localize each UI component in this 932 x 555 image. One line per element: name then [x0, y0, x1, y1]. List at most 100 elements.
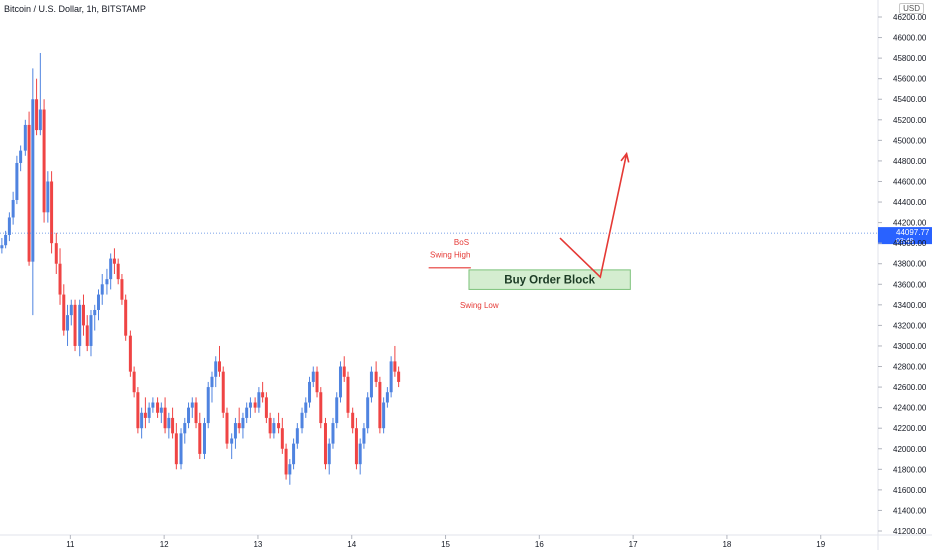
candle-body: [23, 124, 27, 151]
candle-body: [11, 199, 15, 218]
candle-body: [397, 371, 401, 382]
y-tick-label: 45400.00: [893, 95, 927, 104]
candle-body: [46, 181, 50, 213]
candle-body: [27, 124, 31, 262]
candle-body: [315, 371, 319, 393]
y-tick-label: 45600.00: [893, 75, 927, 84]
candle-body: [264, 397, 268, 418]
x-tick-label: 19: [816, 540, 825, 549]
candle-body: [38, 109, 42, 131]
candle-body: [112, 258, 116, 264]
current-price-label: 44097.77: [896, 228, 930, 237]
y-tick-label: 45000.00: [893, 136, 927, 145]
candle-body: [346, 376, 350, 413]
y-tick-label: 41400.00: [893, 506, 927, 515]
candle-body: [272, 423, 276, 434]
price-axis[interactable]: 46200.00 46000.00 45800.00 45600.00 45400.00…: [878, 13, 927, 536]
candle-body: [85, 325, 89, 346]
candle-body: [159, 407, 163, 413]
candle-body: [198, 423, 202, 454]
candle-body: [331, 423, 335, 444]
x-tick-label: 15: [441, 540, 450, 549]
buy-zone: Buy Order Block: [468, 269, 631, 290]
candle-body: [151, 402, 155, 408]
y-tick-label: 41200.00: [893, 527, 927, 536]
y-tick-label: 42400.00: [893, 404, 927, 413]
chart-title: Bitcoin / U.S. Dollar, 1h, BITSTAMP: [4, 4, 146, 14]
candle-body: [194, 402, 198, 424]
candle-body: [210, 376, 214, 388]
candle-body: [327, 443, 331, 465]
candle-body: [167, 417, 171, 429]
buy-order-block-label: Buy Order Block: [504, 275, 595, 287]
candle-body: [233, 423, 237, 439]
candle-body: [284, 448, 288, 475]
candle-body: [93, 309, 97, 316]
candle-body: [335, 397, 339, 424]
candle-body: [351, 412, 355, 429]
candle-body: [248, 402, 252, 408]
candle-body: [54, 243, 58, 264]
y-tick-label: 43200.00: [893, 321, 927, 330]
candle-body: [261, 392, 265, 398]
candle-body: [300, 412, 304, 429]
candle-body: [288, 464, 292, 475]
candle-body: [382, 402, 386, 429]
candle-body: [295, 428, 299, 444]
candle-body: [304, 402, 308, 413]
current-price-badge: [878, 227, 932, 245]
y-tick-label: 42000.00: [893, 445, 927, 454]
candle-body: [69, 304, 73, 316]
projection-arrow-head: [620, 151, 630, 163]
x-tick-label: 16: [535, 540, 544, 549]
candle-body: [0, 245, 4, 249]
candle-body: [237, 423, 241, 429]
x-tick-label: 11: [66, 540, 75, 549]
candle-body: [163, 407, 167, 429]
candle-body: [280, 428, 284, 449]
candle-body: [369, 371, 373, 398]
candle-body: [183, 423, 187, 434]
candle-body: [338, 366, 342, 398]
candle-body: [89, 315, 93, 346]
candle-body: [73, 304, 77, 346]
candle-body: [7, 217, 11, 235]
y-tick-label: 43600.00: [893, 280, 927, 289]
y-tick-label: 46000.00: [893, 34, 927, 43]
candle-body: [35, 99, 39, 131]
candle-body: [96, 294, 100, 310]
y-tick-label: 44800.00: [893, 157, 927, 166]
candle-body: [253, 402, 257, 408]
candle-body: [217, 361, 221, 372]
y-tick-label: 43000.00: [893, 342, 927, 351]
candle-body: [187, 407, 191, 424]
y-tick-label: 44600.00: [893, 177, 927, 186]
candle-body: [323, 423, 327, 465]
candle-body: [319, 392, 323, 424]
x-tick-label: 18: [722, 540, 731, 549]
candle-body: [140, 412, 144, 429]
time-axis[interactable]: 11 12 13 14 15 16 17 18 19: [66, 535, 826, 549]
candle-body: [268, 417, 272, 434]
candle-body: [311, 371, 315, 382]
candle-body: [241, 417, 245, 429]
candle-body: [257, 392, 261, 408]
candle-body: [156, 402, 160, 413]
candle-body: [342, 366, 346, 377]
candle-body: [42, 109, 46, 213]
candle-body: [366, 397, 370, 429]
candle-body: [202, 423, 206, 454]
candle-body: [206, 387, 210, 424]
candle-body: [214, 361, 218, 377]
candle-body: [124, 299, 128, 336]
currency-badge[interactable]: USD: [899, 3, 924, 14]
candle-body: [105, 279, 109, 285]
annotation-swing-high: Swing High: [430, 251, 470, 260]
candle-body: [374, 371, 378, 382]
candle-body: [308, 381, 312, 403]
projection-arrow-path: [559, 153, 628, 279]
